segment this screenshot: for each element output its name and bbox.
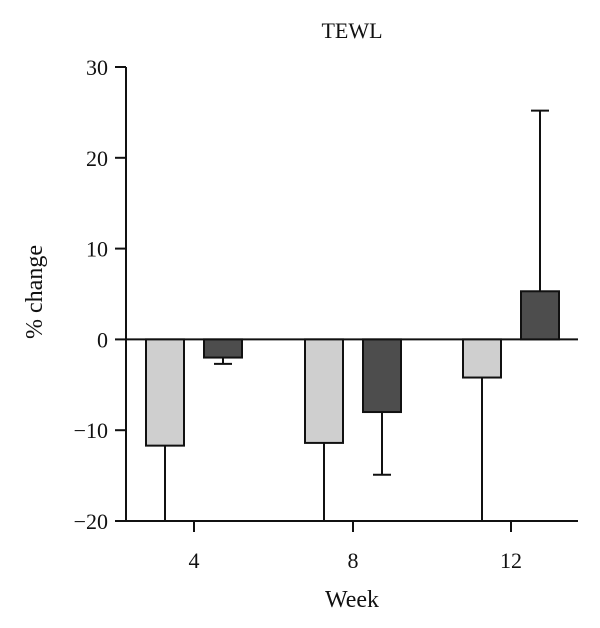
plot-area: −20 −10 0 10 20 30 4 8 12 [74,55,578,573]
x-ticks: 4 8 12 [189,521,522,573]
y-axis-label: % change [22,245,48,339]
bar [203,338,243,359]
bar [462,338,502,379]
y-tick-label: −10 [74,418,108,443]
bar [304,338,344,444]
y-ticks: −20 −10 0 10 20 30 [74,55,126,534]
bars [145,290,560,447]
chart-title: TEWL [321,18,382,43]
y-tick-label: 10 [86,237,108,262]
x-axis-label: Week [325,587,379,613]
y-tick-label: 20 [86,146,108,171]
y-tick-label: 30 [86,55,108,80]
bar [362,338,402,414]
x-tick-label: 8 [348,548,359,573]
error-bars [156,109,549,522]
x-tick-label: 4 [189,548,200,573]
x-tick-label: 12 [500,548,522,573]
bar [520,290,560,341]
bar [145,338,185,447]
y-tick-label: 0 [97,327,108,352]
y-tick-label: −20 [74,509,108,534]
